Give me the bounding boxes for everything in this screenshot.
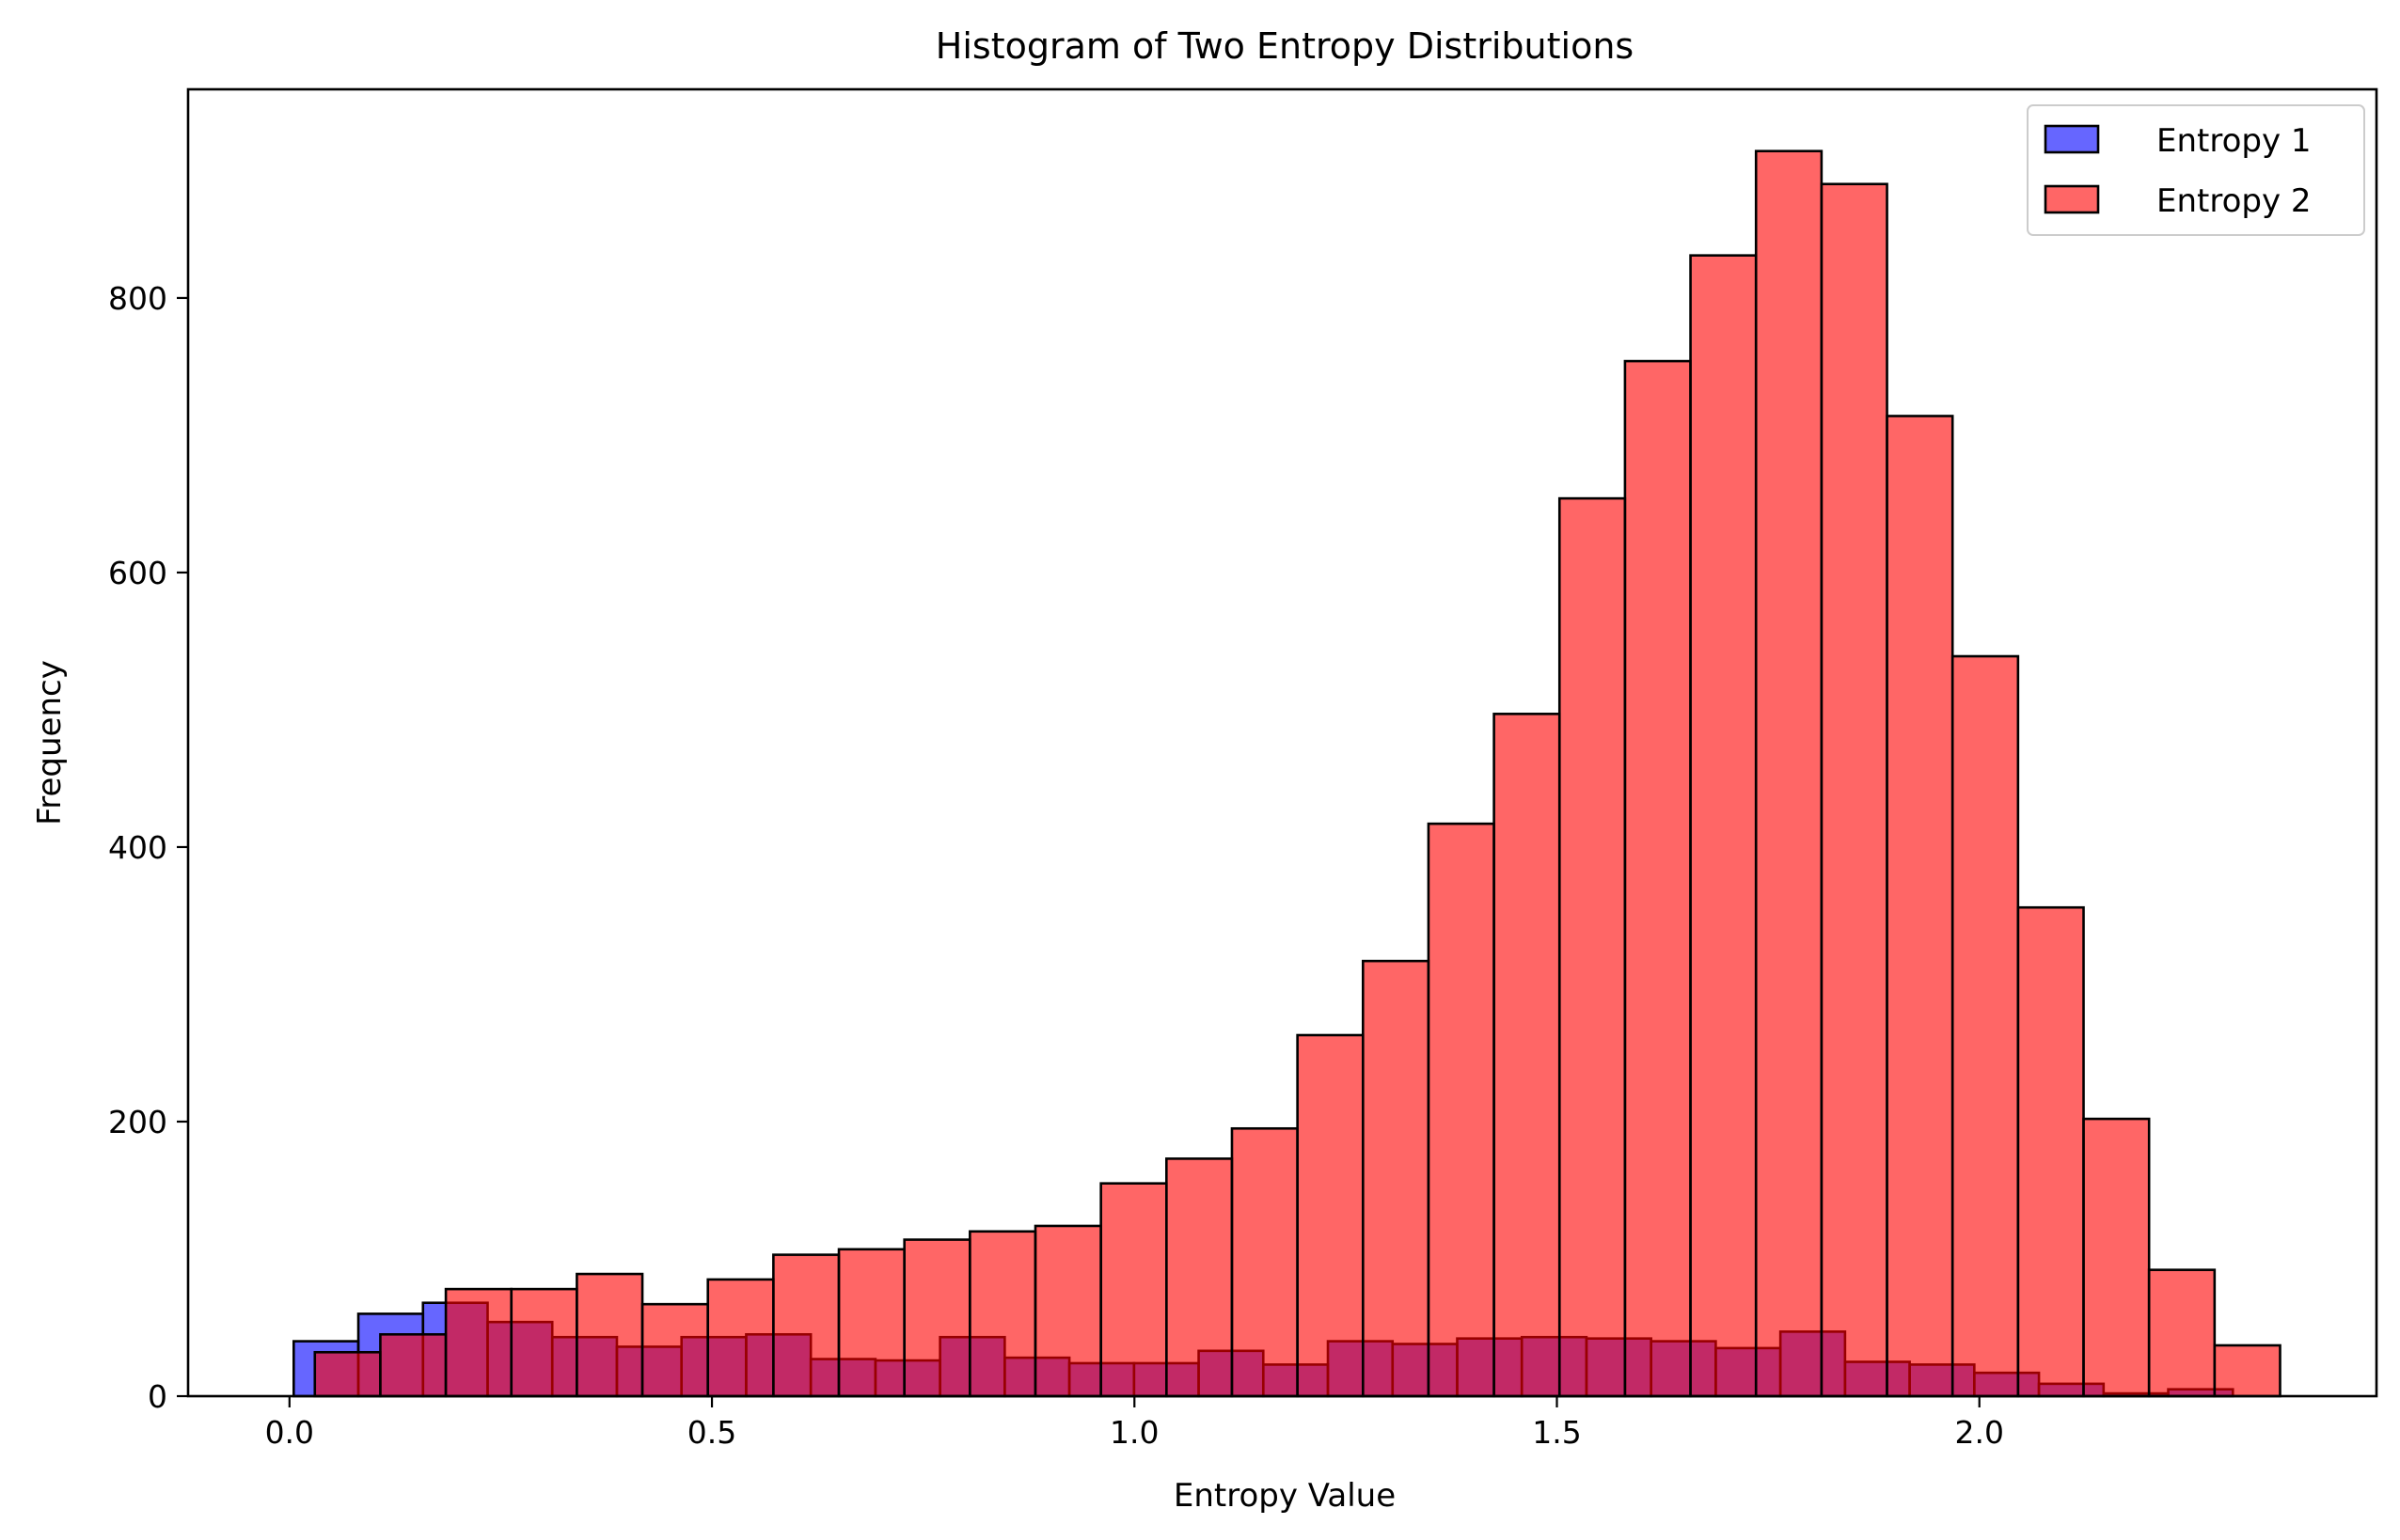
legend: Entropy 1 Entropy 2 — [2027, 104, 2365, 236]
bar-series-2-bin-11 — [969, 1230, 1037, 1398]
bar-series-2-bin-29 — [2147, 1268, 2217, 1398]
x-axis: 0.0 0.5 1.0 1.5 2.0 — [265, 1396, 2004, 1451]
bar-series-2-bin-24 — [1820, 182, 1888, 1398]
y-axis-label: Frequency — [31, 660, 69, 825]
legend-swatch-entropy-2 — [2044, 184, 2100, 214]
bar-series-2-bin-20 — [1557, 496, 1627, 1398]
bar-series-2-bin-30 — [2213, 1344, 2282, 1398]
bar-series-2-bin-16 — [1296, 1033, 1365, 1398]
bar-series-2-bin-10 — [903, 1238, 971, 1398]
y-tick-label: 600 — [108, 555, 167, 591]
bar-series-2-bin-23 — [1754, 149, 1824, 1398]
x-tick-label: 0.0 — [265, 1414, 314, 1451]
legend-label-entropy-2: Entropy 2 — [2156, 182, 2312, 220]
bar-series-2-bin-7 — [706, 1278, 775, 1398]
y-tick-label: 400 — [108, 829, 167, 866]
x-tick-label: 1.5 — [1532, 1414, 1581, 1451]
bar-series-2-bin-17 — [1361, 959, 1430, 1398]
legend-label-entropy-1: Entropy 1 — [2156, 122, 2312, 160]
bar-series-2-bin-6 — [640, 1302, 710, 1398]
bar-series-2-bin-22 — [1689, 254, 1758, 1398]
chart-title: Histogram of Two Entropy Distributions — [936, 25, 1634, 67]
x-tick-label: 1.0 — [1110, 1414, 1159, 1451]
y-axis: 0 200 400 600 800 — [108, 280, 188, 1415]
bar-series-2-bin-15 — [1230, 1126, 1299, 1398]
bar-series-2-bin-18 — [1427, 822, 1495, 1398]
bar-series-2-bin-12 — [1034, 1224, 1102, 1398]
bar-series-2-bin-1 — [313, 1350, 382, 1398]
bar-series-2-bin-27 — [2016, 905, 2085, 1398]
y-tick-label: 200 — [108, 1104, 167, 1140]
bar-series-2-bin-13 — [1099, 1182, 1168, 1398]
plot-frame — [186, 87, 2378, 1398]
bar-series-2-bin-3 — [444, 1287, 513, 1398]
x-tick-label: 0.5 — [687, 1414, 736, 1451]
bar-series-2-bin-8 — [772, 1253, 841, 1398]
bar-series-2-bin-2 — [379, 1332, 448, 1398]
bar-series-2-bin-21 — [1623, 359, 1692, 1398]
x-axis-label: Entropy Value — [1174, 1477, 1396, 1515]
y-tick-label: 0 — [148, 1378, 167, 1415]
legend-frame — [2027, 104, 2365, 236]
bar-series-2-bin-14 — [1165, 1157, 1234, 1398]
bar-series-2-bin-4 — [510, 1287, 578, 1398]
bar-series-2-bin-25 — [1886, 415, 1954, 1398]
bars-layer — [292, 149, 2282, 1398]
series-2 — [313, 149, 2282, 1398]
x-tick-label: 2.0 — [1954, 1414, 2003, 1451]
bar-series-2-bin-5 — [576, 1272, 644, 1398]
bar-series-2-bin-19 — [1492, 713, 1561, 1398]
bar-series-2-bin-28 — [2082, 1117, 2151, 1398]
legend-swatch-entropy-1 — [2044, 124, 2100, 154]
y-tick-label: 800 — [108, 280, 167, 317]
bar-series-2-bin-9 — [837, 1248, 906, 1398]
bar-series-2-bin-26 — [1950, 654, 2020, 1398]
